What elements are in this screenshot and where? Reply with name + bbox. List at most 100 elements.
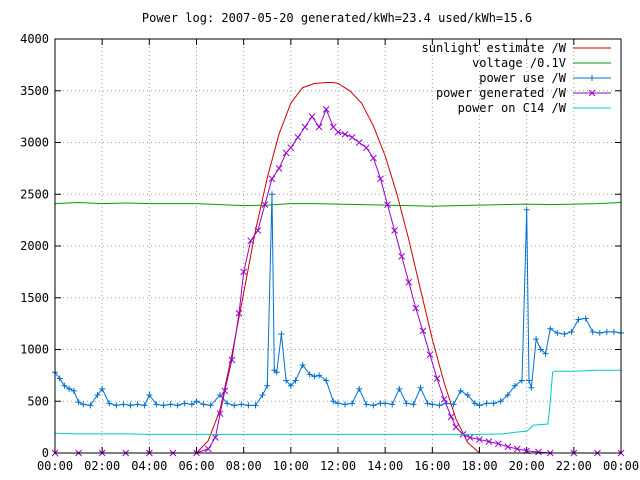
data-point — [424, 400, 431, 407]
data-point — [287, 382, 294, 389]
data-point — [153, 401, 160, 408]
y-axis-ticks: 0 500 1000 1500 2000 2500 3000 3500 4000 — [20, 32, 621, 460]
data-point — [75, 399, 82, 406]
data-point — [433, 375, 441, 382]
y-tick-label: 3000 — [20, 136, 49, 150]
data-point — [193, 398, 200, 405]
legend-label: voltage /0.1V — [472, 56, 566, 70]
data-point — [141, 402, 148, 409]
data-point — [596, 329, 603, 336]
x-tick-label: 08:00 — [226, 459, 262, 473]
data-point — [483, 400, 490, 407]
data-point — [405, 278, 413, 286]
data-point — [224, 400, 231, 407]
x-tick-label: 00:00 — [37, 459, 73, 473]
data-point — [283, 377, 290, 384]
data-point — [167, 401, 174, 408]
data-point — [356, 385, 363, 392]
data-point — [426, 351, 434, 359]
data-point — [87, 402, 94, 409]
data-point — [504, 443, 512, 451]
y-tick-label: 3500 — [20, 84, 49, 98]
y-tick-label: 2500 — [20, 187, 49, 201]
data-point — [316, 372, 323, 379]
data-point — [476, 436, 483, 443]
plot-frame — [54, 38, 622, 454]
data-point — [476, 402, 483, 409]
data-point — [382, 400, 389, 407]
data-point — [261, 201, 269, 208]
data-point — [362, 144, 370, 152]
data-point — [511, 382, 518, 389]
data-point — [299, 362, 306, 369]
data-point — [235, 309, 243, 317]
data-point — [391, 227, 398, 234]
data-point — [466, 434, 474, 441]
y-tick-label: 0 — [42, 446, 49, 460]
legend-label: power generated /W — [436, 86, 567, 100]
data-point — [66, 385, 73, 392]
data-point — [440, 395, 448, 403]
data-point — [315, 123, 323, 131]
x-tick-label: 04:00 — [131, 459, 167, 473]
data-point — [245, 402, 252, 409]
data-point — [610, 328, 617, 335]
data-point — [384, 201, 391, 208]
data-point — [535, 448, 542, 456]
data-point — [554, 329, 561, 336]
series-line — [54, 201, 622, 207]
data-point — [217, 392, 224, 399]
data-point — [301, 123, 309, 131]
data-point — [207, 402, 214, 409]
data-point — [547, 325, 554, 332]
series-line — [54, 369, 621, 435]
series-3 — [51, 106, 625, 457]
data-point — [278, 330, 285, 337]
data-point — [127, 402, 134, 409]
data-point — [450, 401, 457, 408]
data-point — [311, 373, 318, 380]
x-axis-ticks: 00:00 02:00 04:00 06:00 08:00 10:00 12:00 14:00… — [37, 39, 639, 473]
data-point — [490, 400, 497, 407]
data-point — [259, 392, 266, 399]
data-point — [429, 401, 436, 408]
data-point — [275, 165, 283, 172]
data-point — [216, 410, 224, 418]
data-point — [389, 401, 396, 408]
data-point — [533, 336, 540, 343]
x-tick-label: 02:00 — [84, 459, 120, 473]
data-point — [228, 356, 236, 364]
data-point — [322, 106, 330, 113]
data-point — [348, 133, 356, 141]
data-point — [334, 128, 342, 136]
data-point — [471, 400, 478, 407]
data-point — [504, 392, 511, 399]
legend-label: sunlight estimate /W — [422, 41, 567, 55]
data-point — [94, 392, 101, 399]
series-line — [55, 108, 621, 454]
data-point — [355, 139, 363, 146]
data-point — [273, 369, 280, 376]
data-point — [80, 401, 87, 408]
data-point — [330, 398, 337, 405]
x-tick-label: 18:00 — [461, 459, 497, 473]
data-point — [181, 400, 188, 407]
x-tick-label: 22:00 — [556, 459, 592, 473]
y-tick-label: 1500 — [20, 291, 49, 305]
data-point — [417, 384, 424, 391]
data-point — [204, 445, 212, 453]
data-point — [341, 130, 349, 138]
y-tick-label: 4000 — [20, 32, 49, 46]
data-point — [308, 113, 316, 120]
data-point — [457, 387, 464, 394]
data-point — [113, 402, 120, 409]
data-point — [603, 328, 610, 335]
y-tick-label: 2000 — [20, 239, 49, 253]
x-tick-label: 14:00 — [367, 459, 403, 473]
data-point — [452, 423, 460, 431]
data-point — [447, 413, 455, 421]
data-point — [561, 330, 568, 337]
legend-label: power on C14 /W — [458, 101, 567, 115]
data-point — [363, 401, 370, 408]
